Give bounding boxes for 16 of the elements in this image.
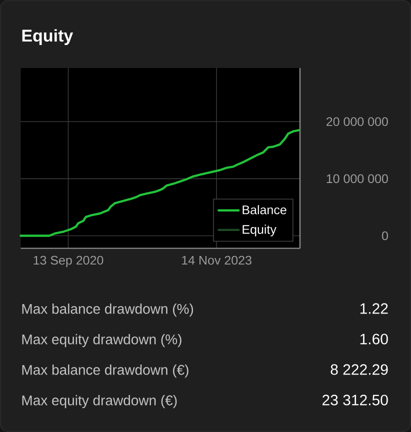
x-tick-label: 13 Sep 2020 bbox=[34, 256, 104, 268]
y-tick-label: 10 000 000 bbox=[326, 174, 388, 184]
text: Max balance drawdown (€) bbox=[22, 364, 188, 378]
legend-label: Balance bbox=[242, 205, 286, 214]
text: 1.60 bbox=[360, 334, 388, 344]
text: Max equity drawdown (%) bbox=[22, 334, 182, 348]
text: Max balance drawdown (%) bbox=[22, 304, 194, 317]
text: 1.22 bbox=[360, 303, 388, 314]
text: 23 312.50 bbox=[322, 394, 388, 406]
x-tick-label: 14 Nov 2023 bbox=[182, 256, 252, 265]
text: Max equity drawdown (€) bbox=[22, 395, 177, 408]
y-tick-label: 0 bbox=[382, 231, 388, 240]
text: 8 222.29 bbox=[330, 364, 388, 375]
y-tick-label: 20 000 000 bbox=[326, 117, 388, 126]
legend-label: Equity bbox=[242, 224, 276, 236]
chart-title: Equity bbox=[22, 29, 74, 46]
